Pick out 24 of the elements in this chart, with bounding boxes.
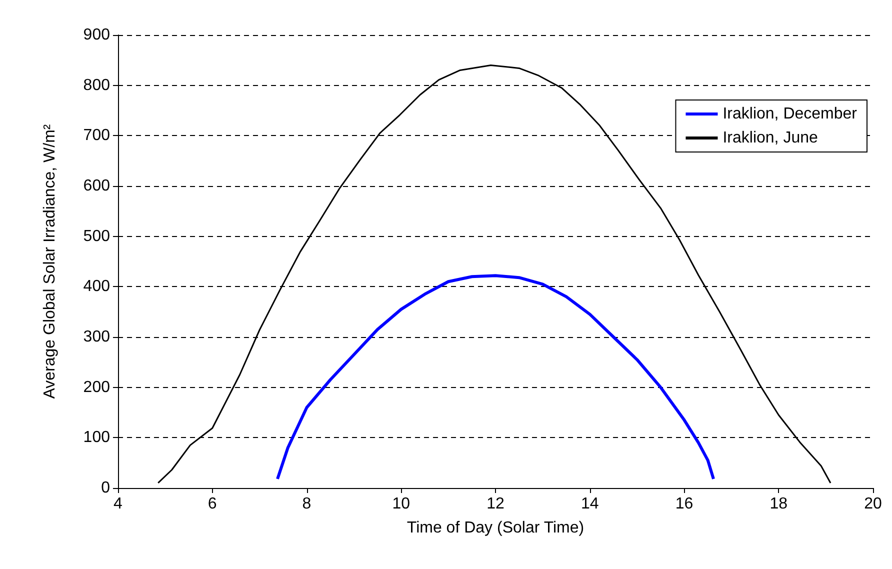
x-tick-label: 4: [114, 496, 123, 512]
x-tick-label: 12: [486, 496, 504, 512]
x-tick-label: 8: [302, 496, 312, 512]
y-tick-label: 700: [83, 127, 110, 144]
y-tick-label: 0: [101, 480, 110, 496]
x-axis-title: Time of Day (Solar Time): [406, 520, 584, 536]
y-tick-label: 100: [83, 429, 110, 446]
y-tick-label: 800: [83, 76, 110, 94]
y-tick-label: 500: [83, 228, 110, 245]
x-tick-label: 16: [675, 496, 694, 512]
x-tick-label: 10: [392, 496, 410, 512]
x-tick-label: 18: [770, 496, 788, 512]
y-tick-label: 200: [83, 378, 110, 396]
line-series: [276, 274, 716, 480]
x-tick-label: 6: [208, 496, 217, 512]
y-tick-label: 400: [83, 278, 110, 296]
y-tick-label: 300: [83, 328, 110, 346]
x-tick-label: 20: [864, 496, 882, 512]
legend-label: Iraklion, December: [722, 106, 858, 122]
x-tick-label: 14: [580, 496, 599, 512]
legend-label: Iraklion, June: [722, 130, 818, 146]
y-tick-label: 900: [83, 26, 110, 44]
y-axis-title: Average Global Solar Irradiance, W/m²: [42, 124, 58, 399]
y-tick-label: 600: [83, 178, 110, 194]
